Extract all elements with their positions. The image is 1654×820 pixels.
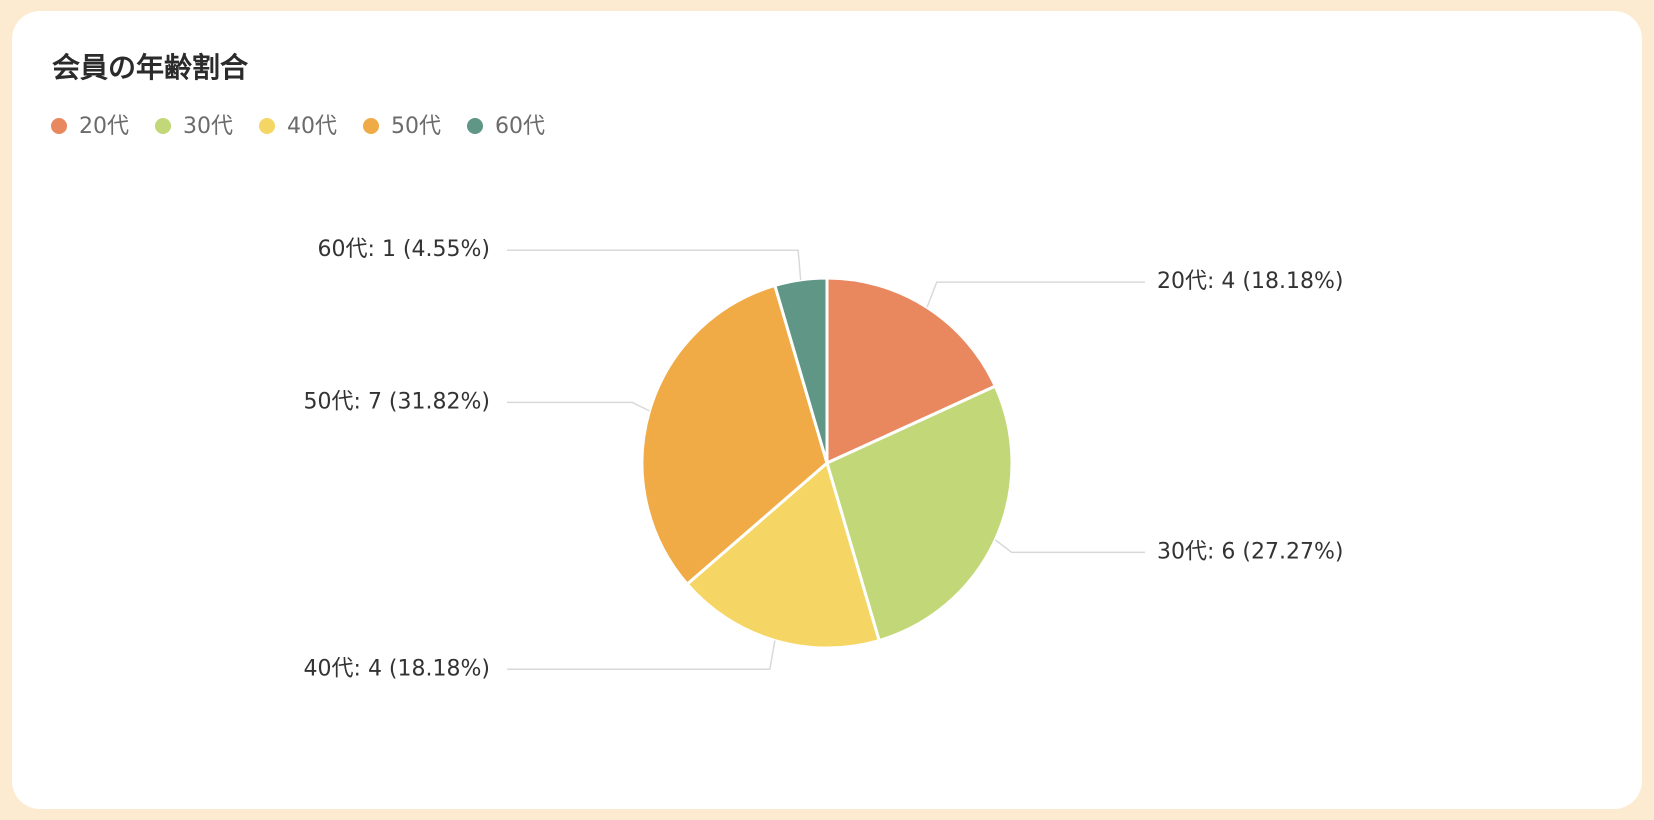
legend-label: 50代 bbox=[391, 114, 441, 139]
pie-slice bbox=[773, 276, 829, 464]
legend-marker bbox=[259, 118, 275, 134]
data-label: 50代: 7 (31.82%) bbox=[304, 389, 490, 414]
legend-marker bbox=[467, 118, 483, 134]
legend-marker bbox=[51, 118, 67, 134]
legend: 20代 30代 40代 50代 60代 bbox=[51, 114, 545, 139]
pie-slice bbox=[685, 460, 881, 650]
data-label: 40代: 4 (18.18%) bbox=[304, 656, 490, 681]
leader-line bbox=[507, 640, 776, 671]
pie-slice bbox=[640, 283, 829, 587]
legend-label: 60代 bbox=[495, 114, 545, 139]
legend-marker bbox=[155, 118, 171, 134]
pie-slice bbox=[825, 276, 998, 466]
legend-label: 40代 bbox=[287, 114, 337, 139]
data-label: 30代: 6 (27.27%) bbox=[1157, 539, 1343, 564]
leader-line bbox=[507, 249, 802, 280]
pie-slice bbox=[825, 384, 1014, 643]
pie: 20代: 4 (18.18%) 30代: 6 (27.27%) 40代: 4 (18… bbox=[304, 237, 1344, 681]
leader-line bbox=[926, 281, 1145, 308]
legend-label: 30代 bbox=[183, 114, 233, 139]
legend-label: 20代 bbox=[79, 114, 129, 139]
leader-line bbox=[994, 539, 1145, 554]
legend-marker bbox=[363, 118, 379, 134]
chart-title: 会員の年齢割合 bbox=[52, 51, 249, 84]
data-label: 20代: 4 (18.18%) bbox=[1157, 269, 1343, 294]
data-label: 60代: 1 (4.55%) bbox=[318, 237, 490, 262]
leader-line bbox=[507, 401, 650, 412]
